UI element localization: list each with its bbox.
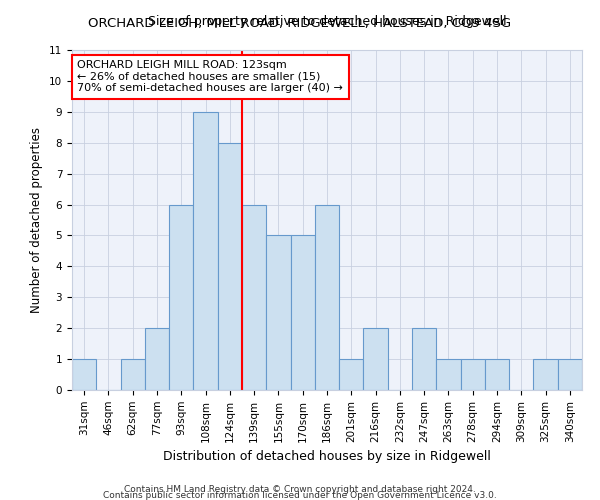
- Bar: [193, 112, 218, 390]
- Title: Size of property relative to detached houses in Ridgewell: Size of property relative to detached ho…: [148, 15, 506, 28]
- Bar: [145, 328, 169, 390]
- Bar: [218, 142, 242, 390]
- Bar: [121, 359, 145, 390]
- X-axis label: Distribution of detached houses by size in Ridgewell: Distribution of detached houses by size …: [163, 450, 491, 463]
- Text: ORCHARD LEIGH, MILL ROAD, RIDGEWELL, HALSTEAD, CO9 4SG: ORCHARD LEIGH, MILL ROAD, RIDGEWELL, HAL…: [88, 18, 512, 30]
- Text: ORCHARD LEIGH MILL ROAD: 123sqm
← 26% of detached houses are smaller (15)
70% of: ORCHARD LEIGH MILL ROAD: 123sqm ← 26% of…: [77, 60, 343, 94]
- Bar: [266, 236, 290, 390]
- Bar: [436, 359, 461, 390]
- Bar: [461, 359, 485, 390]
- Bar: [169, 204, 193, 390]
- Bar: [412, 328, 436, 390]
- Bar: [290, 236, 315, 390]
- Text: Contains public sector information licensed under the Open Government Licence v3: Contains public sector information licen…: [103, 490, 497, 500]
- Bar: [242, 204, 266, 390]
- Bar: [558, 359, 582, 390]
- Bar: [485, 359, 509, 390]
- Bar: [315, 204, 339, 390]
- Bar: [533, 359, 558, 390]
- Bar: [364, 328, 388, 390]
- Bar: [339, 359, 364, 390]
- Bar: [72, 359, 96, 390]
- Y-axis label: Number of detached properties: Number of detached properties: [31, 127, 43, 313]
- Text: Contains HM Land Registry data © Crown copyright and database right 2024.: Contains HM Land Registry data © Crown c…: [124, 484, 476, 494]
